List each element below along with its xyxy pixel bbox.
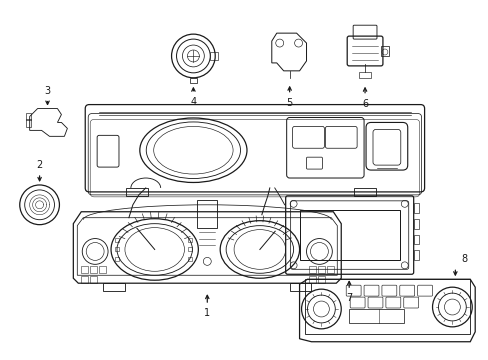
Bar	[188, 257, 192, 261]
Bar	[115, 257, 119, 261]
Bar	[210, 52, 218, 60]
Bar	[90, 266, 97, 273]
Bar	[115, 247, 119, 251]
Bar	[99, 266, 106, 273]
Bar	[304, 279, 469, 334]
Bar	[289, 283, 311, 291]
Bar	[81, 266, 88, 273]
Bar	[413, 235, 418, 244]
Bar	[197, 200, 217, 228]
Bar	[103, 283, 124, 291]
Text: 5: 5	[286, 98, 292, 108]
Text: 3: 3	[44, 86, 50, 96]
Bar	[380, 46, 388, 56]
Bar	[326, 266, 334, 273]
Text: 4: 4	[190, 96, 196, 107]
Bar	[318, 276, 325, 283]
Bar	[413, 203, 418, 213]
Bar	[188, 247, 192, 251]
Text: 6: 6	[361, 99, 367, 109]
Bar	[81, 276, 88, 283]
Bar	[318, 266, 325, 273]
Bar	[26, 113, 31, 121]
Bar	[115, 238, 119, 242]
Bar	[126, 188, 147, 196]
Bar	[413, 219, 418, 229]
Bar	[358, 72, 370, 78]
Text: 1: 1	[204, 308, 210, 318]
Bar	[353, 188, 375, 196]
Bar	[413, 251, 418, 260]
Bar	[188, 238, 192, 242]
Bar	[348, 309, 403, 323]
Text: 7: 7	[346, 293, 351, 303]
Bar	[309, 266, 316, 273]
Bar	[26, 120, 31, 127]
Text: 8: 8	[460, 255, 467, 264]
Bar	[299, 210, 399, 260]
Bar	[90, 276, 97, 283]
Bar	[190, 78, 197, 83]
Text: 2: 2	[37, 160, 42, 170]
Bar	[309, 276, 316, 283]
